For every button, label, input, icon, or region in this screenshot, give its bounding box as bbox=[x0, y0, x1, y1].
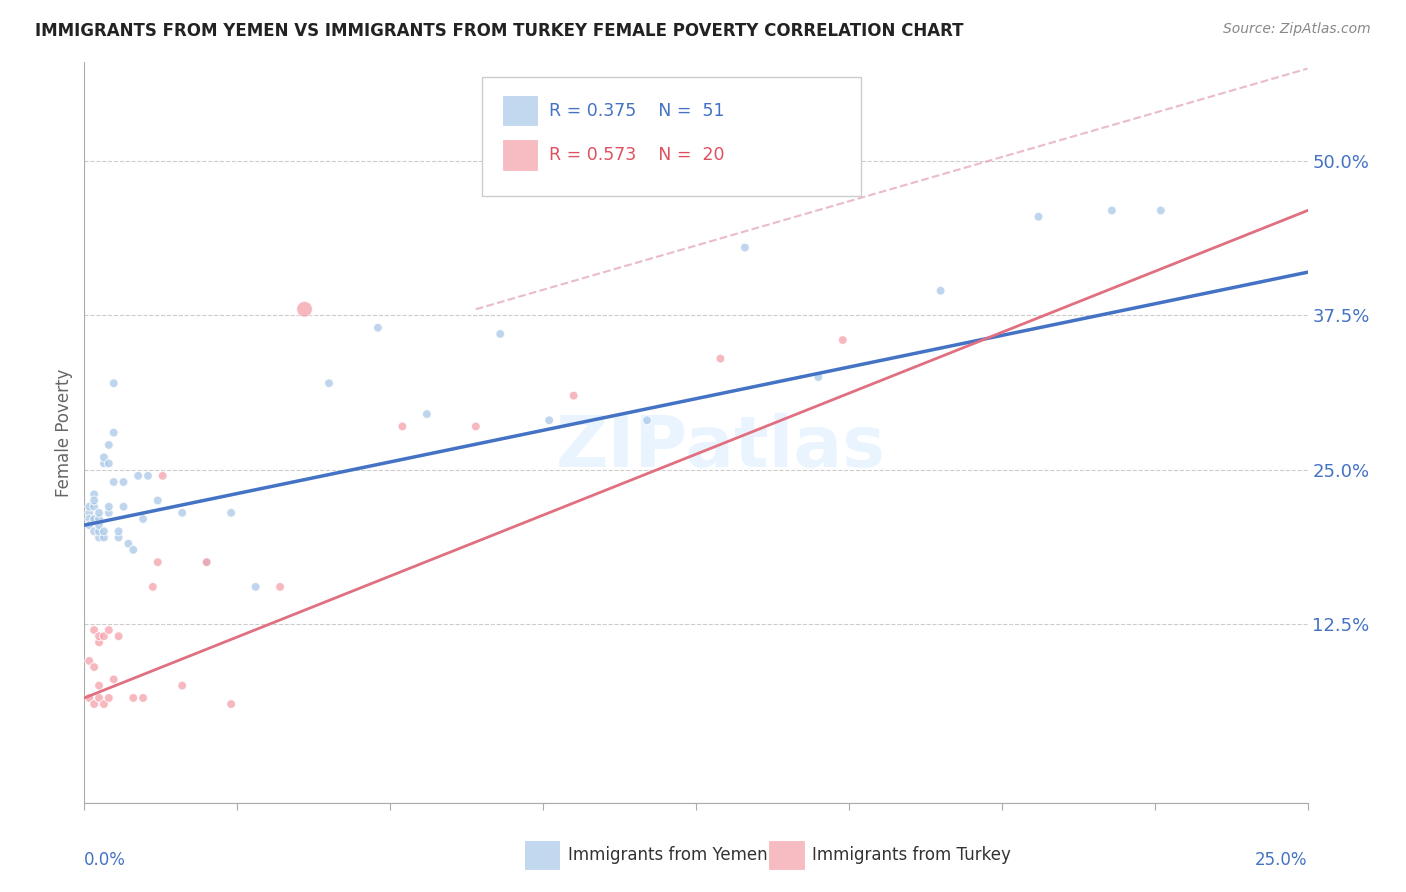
Point bbox=[77, 690, 100, 705]
Point bbox=[97, 623, 120, 637]
Point bbox=[87, 629, 110, 643]
Point bbox=[122, 690, 145, 705]
Point bbox=[103, 475, 125, 489]
Point bbox=[97, 438, 120, 452]
Point bbox=[294, 302, 316, 317]
FancyBboxPatch shape bbox=[524, 841, 560, 870]
Text: 25.0%: 25.0% bbox=[1256, 851, 1308, 869]
FancyBboxPatch shape bbox=[503, 140, 537, 169]
Point bbox=[97, 506, 120, 520]
Point bbox=[562, 389, 585, 403]
Point bbox=[146, 493, 169, 508]
Point bbox=[83, 500, 105, 514]
Text: Source: ZipAtlas.com: Source: ZipAtlas.com bbox=[1223, 22, 1371, 37]
Point bbox=[83, 487, 105, 501]
Point bbox=[93, 457, 115, 471]
Point bbox=[87, 679, 110, 693]
Point bbox=[93, 697, 115, 711]
Point bbox=[93, 450, 115, 465]
Point bbox=[83, 524, 105, 539]
Point bbox=[77, 518, 100, 533]
Point bbox=[489, 326, 512, 341]
Point bbox=[1150, 203, 1173, 218]
Point bbox=[734, 240, 756, 255]
Point bbox=[152, 468, 174, 483]
Text: R = 0.573    N =  20: R = 0.573 N = 20 bbox=[550, 146, 724, 164]
Point bbox=[807, 370, 830, 384]
Y-axis label: Female Poverty: Female Poverty bbox=[55, 368, 73, 497]
Point bbox=[83, 697, 105, 711]
Point bbox=[93, 524, 115, 539]
Point bbox=[87, 524, 110, 539]
Point bbox=[146, 555, 169, 569]
Point bbox=[538, 413, 561, 427]
Point bbox=[77, 512, 100, 526]
Point bbox=[97, 457, 120, 471]
Point bbox=[87, 635, 110, 649]
Point bbox=[83, 623, 105, 637]
Point bbox=[142, 580, 165, 594]
Point bbox=[103, 425, 125, 440]
Point bbox=[103, 376, 125, 391]
Point bbox=[93, 629, 115, 643]
Point bbox=[831, 333, 853, 347]
Point bbox=[97, 690, 120, 705]
Point bbox=[929, 284, 952, 298]
Point bbox=[117, 536, 139, 550]
Point bbox=[136, 468, 159, 483]
FancyBboxPatch shape bbox=[503, 95, 537, 126]
Point bbox=[83, 512, 105, 526]
Point bbox=[107, 531, 129, 545]
Point bbox=[416, 407, 439, 421]
Point bbox=[195, 555, 218, 569]
Point bbox=[77, 500, 100, 514]
Point bbox=[636, 413, 658, 427]
Point bbox=[87, 512, 110, 526]
Text: 0.0%: 0.0% bbox=[84, 851, 127, 869]
Point bbox=[219, 506, 242, 520]
Point bbox=[122, 542, 145, 557]
Point bbox=[112, 500, 135, 514]
Point bbox=[87, 506, 110, 520]
Point bbox=[77, 654, 100, 668]
Point bbox=[107, 524, 129, 539]
Text: R = 0.375    N =  51: R = 0.375 N = 51 bbox=[550, 102, 724, 120]
Point bbox=[127, 468, 149, 483]
Point bbox=[464, 419, 486, 434]
Point bbox=[132, 512, 155, 526]
Point bbox=[245, 580, 267, 594]
Point bbox=[97, 500, 120, 514]
Point bbox=[132, 690, 155, 705]
Point bbox=[219, 697, 242, 711]
Text: Immigrants from Yemen: Immigrants from Yemen bbox=[568, 846, 768, 863]
Text: IMMIGRANTS FROM YEMEN VS IMMIGRANTS FROM TURKEY FEMALE POVERTY CORRELATION CHART: IMMIGRANTS FROM YEMEN VS IMMIGRANTS FROM… bbox=[35, 22, 963, 40]
FancyBboxPatch shape bbox=[482, 78, 860, 195]
Point bbox=[269, 580, 291, 594]
Point bbox=[367, 320, 389, 334]
Point bbox=[83, 493, 105, 508]
Text: ZIPatlas: ZIPatlas bbox=[555, 413, 886, 482]
Point bbox=[318, 376, 340, 391]
Text: Immigrants from Turkey: Immigrants from Turkey bbox=[813, 846, 1011, 863]
Point bbox=[87, 518, 110, 533]
Point bbox=[709, 351, 731, 366]
Point bbox=[93, 531, 115, 545]
Point bbox=[1101, 203, 1123, 218]
Point bbox=[112, 475, 135, 489]
Point bbox=[87, 690, 110, 705]
Point bbox=[103, 673, 125, 687]
Point bbox=[83, 660, 105, 674]
Point bbox=[172, 679, 194, 693]
FancyBboxPatch shape bbox=[769, 841, 804, 870]
Point bbox=[391, 419, 413, 434]
Point bbox=[172, 506, 194, 520]
Point bbox=[77, 506, 100, 520]
Point bbox=[1028, 210, 1050, 224]
Point bbox=[195, 555, 218, 569]
Point bbox=[107, 629, 129, 643]
Point bbox=[87, 531, 110, 545]
